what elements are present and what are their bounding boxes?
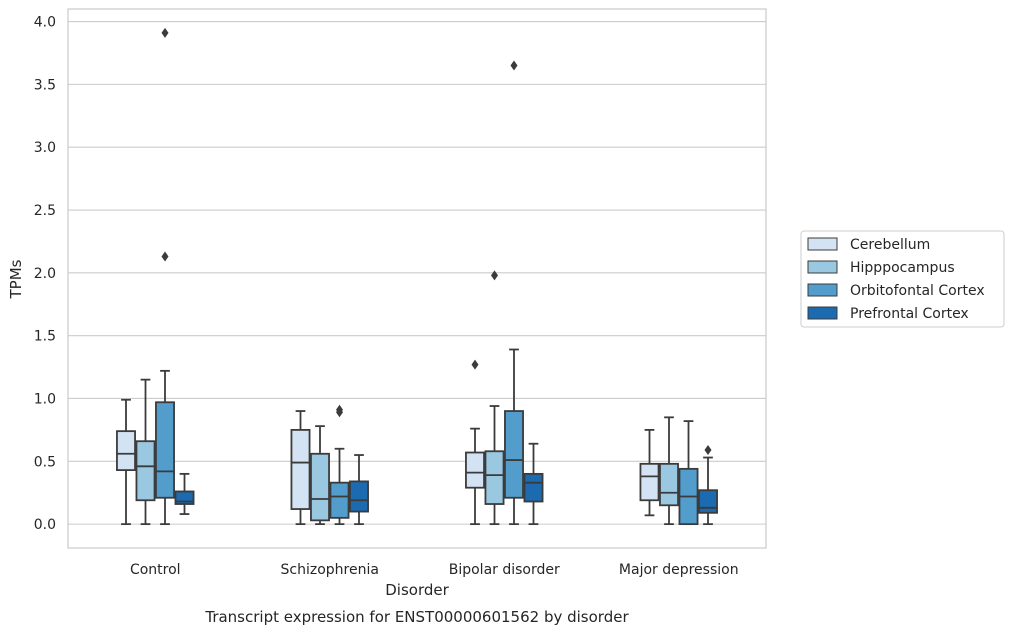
boxes	[116, 27, 718, 526]
outlier-marker	[336, 404, 343, 415]
box	[639, 428, 660, 517]
y-axis-label: TPMs	[7, 259, 25, 299]
box	[116, 398, 136, 526]
box-iqr	[116, 430, 136, 472]
box-iqr	[349, 480, 369, 513]
legend-swatch	[807, 237, 838, 251]
box-iqr	[290, 428, 311, 510]
legend-label: Orbitofontal Cortex	[850, 283, 985, 299]
y-tick-label: 0.5	[34, 454, 56, 470]
outlier-marker	[161, 251, 169, 262]
legend-swatch	[807, 283, 838, 297]
y-axis: 0.0 0.5 1.0 1.5 2.0 2.5 3.0 3.5 4.0	[34, 15, 56, 534]
box-iqr	[465, 451, 485, 489]
y-tick-label: 3.5	[34, 77, 56, 93]
x-tick-label: Schizophrenia	[281, 562, 379, 578]
legend-frame	[800, 230, 1005, 328]
box	[523, 442, 544, 526]
chart-title: Transcript expression for ENST0000060156…	[204, 608, 629, 626]
gridlines	[68, 21, 766, 525]
box	[174, 472, 195, 515]
y-tick-label: 1.5	[34, 329, 56, 345]
box	[290, 410, 311, 526]
box-iqr	[504, 410, 524, 499]
box	[659, 416, 679, 526]
y-tick-label: 2.5	[34, 203, 56, 219]
legend: Cerebellum Hipppocampus Orbitofontal Corte…	[800, 230, 1005, 328]
box	[135, 378, 156, 526]
box	[329, 404, 350, 526]
legend-label: Hipppocampus	[850, 260, 955, 276]
outlier-marker	[510, 60, 518, 71]
box	[698, 445, 718, 526]
box	[484, 270, 505, 526]
legend-swatch	[807, 260, 838, 274]
x-axis: Control Schizophrenia Bipolar disorder Majo…	[130, 562, 739, 578]
box-iqr	[135, 440, 156, 502]
y-tick-label: 0.0	[34, 517, 56, 533]
legend-swatch	[807, 306, 838, 320]
box-iqr	[155, 401, 175, 499]
series-cerebellum	[116, 359, 660, 526]
x-tick-label: Bipolar disorder	[449, 562, 560, 578]
outlier-marker	[161, 27, 169, 38]
x-axis-label: Disorder	[385, 581, 449, 599]
box	[504, 60, 524, 526]
box-iqr	[329, 481, 350, 519]
box	[465, 359, 485, 526]
plot-frame	[67, 8, 767, 549]
box-iqr	[310, 452, 330, 522]
box	[678, 420, 699, 526]
outlier-marker	[471, 359, 479, 370]
outlier-marker	[491, 270, 498, 281]
x-tick-label: Major depression	[619, 562, 739, 578]
series-prefrontal-cortex	[174, 442, 718, 526]
y-tick-label: 1.0	[34, 391, 56, 407]
box	[349, 454, 369, 526]
box-iqr	[639, 462, 660, 502]
box-iqr	[659, 462, 679, 507]
y-tick-label: 4.0	[34, 15, 56, 31]
series-orbitofontal-cortex	[155, 27, 699, 526]
box-iqr	[698, 489, 718, 514]
y-tick-label: 3.0	[34, 140, 56, 156]
box-iqr	[523, 472, 544, 503]
x-tick-label: Control	[130, 562, 181, 578]
legend-label: Prefrontal Cortex	[850, 306, 969, 322]
y-tick-label: 2.0	[34, 266, 56, 282]
legend-label: Cerebellum	[850, 237, 930, 253]
series-hipppocampus	[135, 270, 679, 526]
box-iqr	[484, 450, 505, 505]
box	[310, 425, 330, 526]
outlier-marker	[704, 445, 712, 455]
box	[155, 27, 175, 526]
